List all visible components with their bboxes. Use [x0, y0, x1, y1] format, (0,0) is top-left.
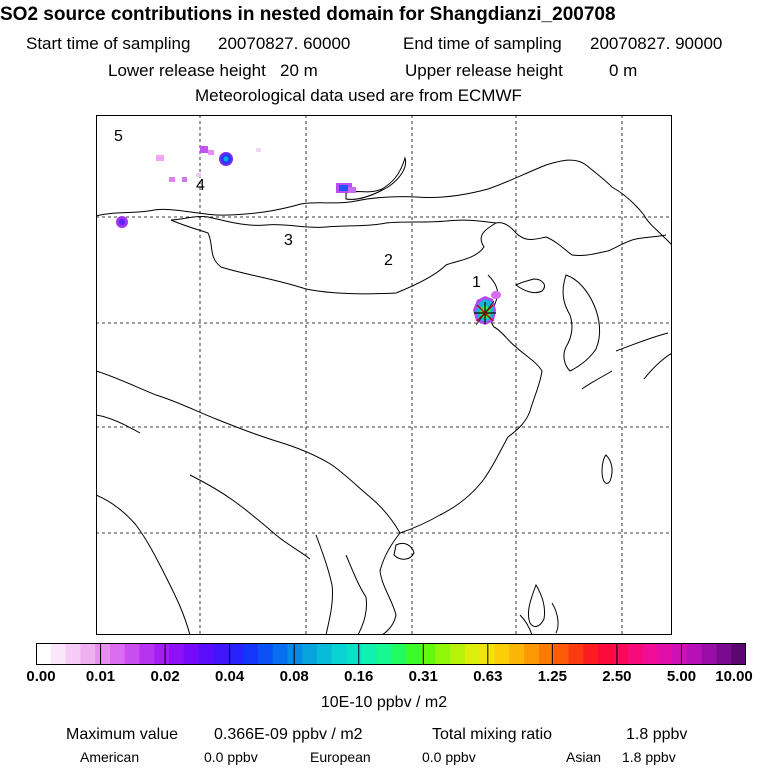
map-frame — [96, 115, 672, 635]
upper-release-label: Upper release height — [405, 61, 563, 80]
region-label-4: 4 — [196, 177, 205, 194]
colorbar-tick-label: 5.00 — [666, 668, 697, 685]
colorbar-cell — [642, 643, 658, 665]
start-time-value: 20070827. 60000 — [218, 34, 351, 53]
colorbar-cell — [731, 643, 746, 665]
colorbar-cell — [672, 643, 688, 665]
colorbar-units: 10E-10 ppbv / m2 — [320, 694, 448, 711]
european-value: 0.0 ppbv — [422, 749, 476, 765]
colorbar-cell — [213, 643, 229, 665]
lower-release-label: Lower release height — [108, 61, 266, 80]
colorbar-cell — [509, 643, 525, 665]
american-label: American — [80, 749, 140, 765]
start-time-label: Start time of sampling — [26, 34, 191, 53]
colorbar-cell — [568, 643, 584, 665]
colorbar-cell — [657, 643, 673, 665]
colorbar-cell — [598, 643, 614, 665]
coastlines-borders — [96, 156, 672, 635]
colorbar — [36, 643, 746, 665]
colorbar-cell — [183, 643, 200, 665]
colorbar-cell — [50, 643, 67, 665]
colorbar-cell — [346, 643, 363, 665]
colorbar-tick-label: 0.00 — [26, 668, 56, 685]
colorbar-cell — [464, 643, 481, 665]
map-title: SO2 source contributions in nested domai… — [0, 4, 616, 25]
colorbar-cell — [228, 643, 244, 665]
colorbar-cell — [553, 643, 570, 665]
colorbar-cell — [361, 643, 377, 665]
colorbar-tick-label: 0.04 — [215, 668, 245, 685]
colorbar-cell — [420, 643, 436, 665]
colorbar-cell — [450, 643, 466, 665]
colorbar-cell — [154, 643, 170, 665]
region-label-3: 3 — [284, 232, 293, 249]
colorbar-cell — [524, 643, 540, 665]
end-time-value: 20070827. 90000 — [590, 34, 723, 53]
colorbar-cell — [95, 643, 111, 665]
colorbar-tick-label: 10.00 — [715, 668, 753, 685]
colorbar-tick-label: 0.31 — [408, 668, 438, 685]
colorbar-cell — [538, 643, 555, 665]
colorbar-cell — [701, 643, 718, 665]
total-mixing-value: 1.8 ppbv — [626, 726, 688, 743]
upper-release-value: 0 m — [609, 61, 638, 80]
colorbar-cell — [376, 643, 392, 665]
colorbar-tick-label: 0.02 — [150, 668, 180, 685]
colorbar-tick-label: 2.50 — [602, 668, 632, 685]
colorbar-tick-label: 0.16 — [344, 668, 374, 685]
colorbar-cell — [36, 643, 52, 665]
station-marker — [474, 300, 496, 326]
colorbar-tick-label: 0.63 — [473, 668, 503, 685]
colorbar-cell — [257, 643, 274, 665]
colorbar-cell — [109, 643, 126, 665]
colorbar-cell — [139, 643, 155, 665]
asian-label: Asian — [566, 749, 602, 765]
asian-value: 1.8 ppbv — [622, 749, 676, 765]
european-label: European — [310, 749, 371, 765]
colorbar-cell — [716, 643, 732, 665]
colorbar-cell — [627, 643, 644, 665]
colorbar-cell — [243, 643, 259, 665]
max-value-label: Maximum value — [66, 726, 179, 743]
region-label-2: 2 — [384, 252, 393, 269]
colorbar-cell — [272, 643, 289, 665]
colorbar-cell — [169, 643, 185, 665]
colorbar-tick-label: 1.25 — [537, 668, 567, 685]
american-value: 0.0 ppbv — [204, 749, 258, 765]
colorbar-cell — [435, 643, 451, 665]
colorbar-cell — [124, 643, 141, 665]
colorbar-cell — [302, 643, 318, 665]
colorbar-cell — [405, 643, 422, 665]
colorbar-cell — [494, 643, 510, 665]
map-panel: 5 4 3 2 1 — [96, 115, 672, 635]
colorbar-cell — [391, 643, 407, 665]
colorbar-cell — [686, 643, 703, 665]
lower-release-value: 20 m — [280, 61, 318, 80]
total-mixing-label: Total mixing ratio — [432, 726, 553, 743]
region-label-5: 5 — [114, 128, 123, 145]
met-data-note: Meteorological data used are from ECMWF — [195, 86, 522, 105]
colorbar-cell — [612, 643, 629, 665]
colorbar-cell — [65, 643, 81, 665]
colorbar-cell — [80, 643, 96, 665]
colorbar-tick-label: 0.01 — [85, 668, 116, 685]
max-value: 0.366E-09 ppbv / m2 — [214, 726, 363, 743]
colorbar-cell — [198, 643, 215, 665]
colorbar-cell — [583, 643, 599, 665]
region-label-1: 1 — [472, 274, 481, 291]
colorbar-cell — [287, 643, 303, 665]
colorbar-cell — [331, 643, 348, 665]
end-time-label: End time of sampling — [403, 34, 562, 53]
colorbar-cell — [317, 643, 333, 665]
colorbar-tick-label: 0.08 — [279, 668, 309, 685]
